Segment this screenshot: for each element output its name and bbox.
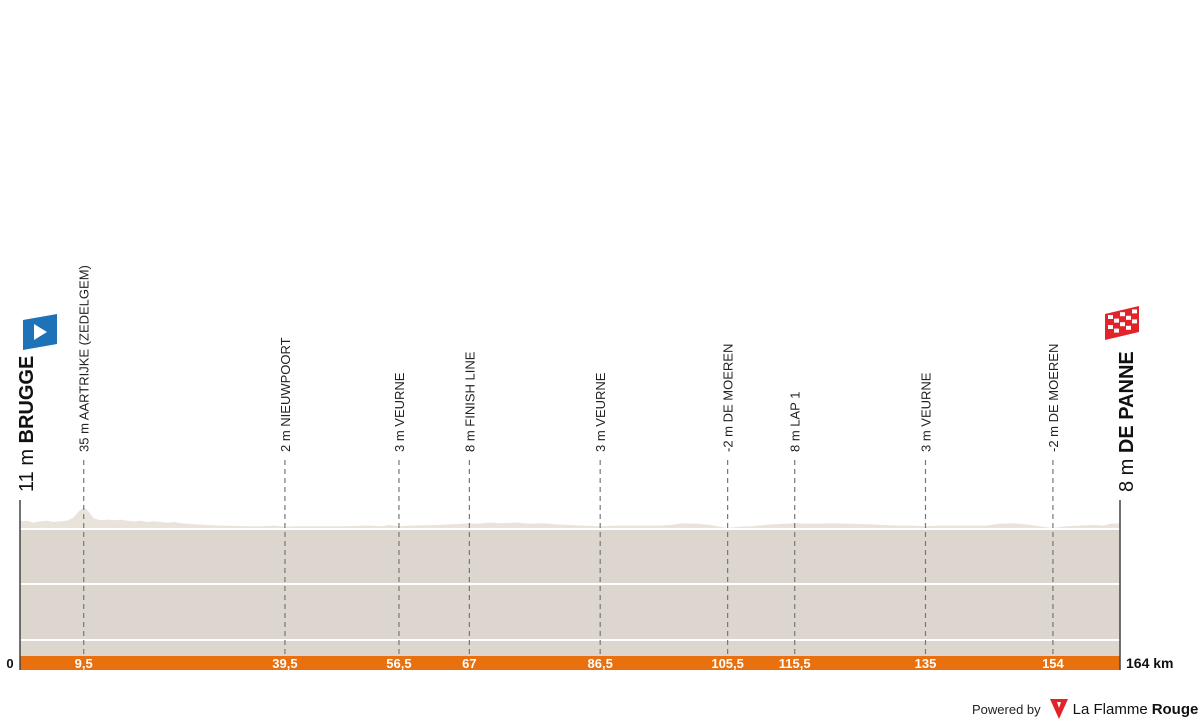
flamme-rouge-logo-icon — [1049, 699, 1068, 719]
powered-by-label: Powered by — [972, 701, 1041, 717]
flag-check-2-2 — [1120, 322, 1125, 327]
play-icon — [23, 314, 57, 350]
brand-name-part2: Rouge — [1151, 700, 1199, 718]
waypoint-km-9: 154 — [1042, 656, 1064, 671]
waypoint-km-6: 105,5 — [711, 656, 744, 671]
flag-check-2-4 — [1132, 319, 1137, 324]
elevation-area-layer — [20, 507, 1120, 656]
start-finish-layer: 11 m BRUGGE 8 m DE PANNE — [16, 306, 1139, 670]
flag-check-1-3 — [1126, 315, 1131, 320]
waypoint-label-9: -2 m DE MOEREN — [1046, 344, 1061, 452]
waypoint-label-1: 35 m AARTRIJKE (ZEDELGEM) — [77, 265, 92, 452]
brand-logo[interactable]: La Flamme Rouge — [1049, 698, 1199, 720]
flag-check-1-1 — [1114, 318, 1119, 323]
distance-bar — [20, 656, 1120, 670]
waypoint-label-8: 3 m VEURNE — [918, 372, 933, 452]
flag-check-0-0 — [1108, 315, 1113, 319]
flag-check-3-3 — [1126, 325, 1131, 330]
finish-label: 8 m DE PANNE — [1116, 351, 1138, 492]
axis-start-label: 0 — [6, 656, 13, 671]
finish-name: DE PANNE — [1116, 351, 1138, 453]
waypoint-label-5: 3 m VEURNE — [593, 372, 608, 452]
waypoint-layer: 35 m AARTRIJKE (ZEDELGEM) 9,5 2 m NIEUWPOO… — [75, 265, 1065, 671]
distance-bar-layer: 0 164 km — [6, 655, 1173, 671]
finish-altitude: 8 m — [1116, 453, 1138, 492]
waypoint-label-3: 3 m VEURNE — [392, 372, 407, 452]
profile-base-band — [20, 528, 1120, 656]
flag-check-2-0 — [1108, 325, 1113, 329]
start-name: BRUGGE — [16, 356, 38, 444]
waypoint-km-5: 86,5 — [588, 656, 613, 671]
flag-check-0-2 — [1120, 312, 1125, 317]
waypoint-km-4: 67 — [462, 656, 476, 671]
start-altitude: 11 m — [16, 443, 38, 492]
checkered-flag-icon — [1105, 306, 1139, 340]
waypoint-label-6: -2 m DE MOEREN — [721, 344, 736, 452]
elevation-profile-area — [20, 507, 1120, 529]
waypoint-label-2: 2 m NIEUWPOORT — [278, 337, 293, 452]
flag-check-0-4 — [1132, 309, 1137, 314]
grid-layer — [20, 528, 1120, 641]
waypoint-km-2: 39,5 — [272, 656, 297, 671]
start-label: 11 m BRUGGE — [16, 356, 38, 492]
play-icon-triangle — [34, 324, 47, 340]
waypoint-label-4: 8 m FINISH LINE — [462, 351, 477, 452]
powered-by-footer: Powered by La Flamme Rouge — [972, 698, 1198, 720]
waypoint-km-3: 56,5 — [386, 656, 411, 671]
axis-end-label: 164 km — [1126, 655, 1173, 671]
flag-check-3-1 — [1114, 328, 1119, 333]
waypoint-km-7: 115,5 — [779, 656, 811, 671]
waypoint-label-7: 8 m LAP 1 — [788, 392, 803, 452]
waypoint-km-1: 9,5 — [75, 656, 93, 671]
brand-name-part1: La Flamme — [1072, 700, 1148, 718]
waypoint-km-8: 135 — [915, 656, 937, 671]
